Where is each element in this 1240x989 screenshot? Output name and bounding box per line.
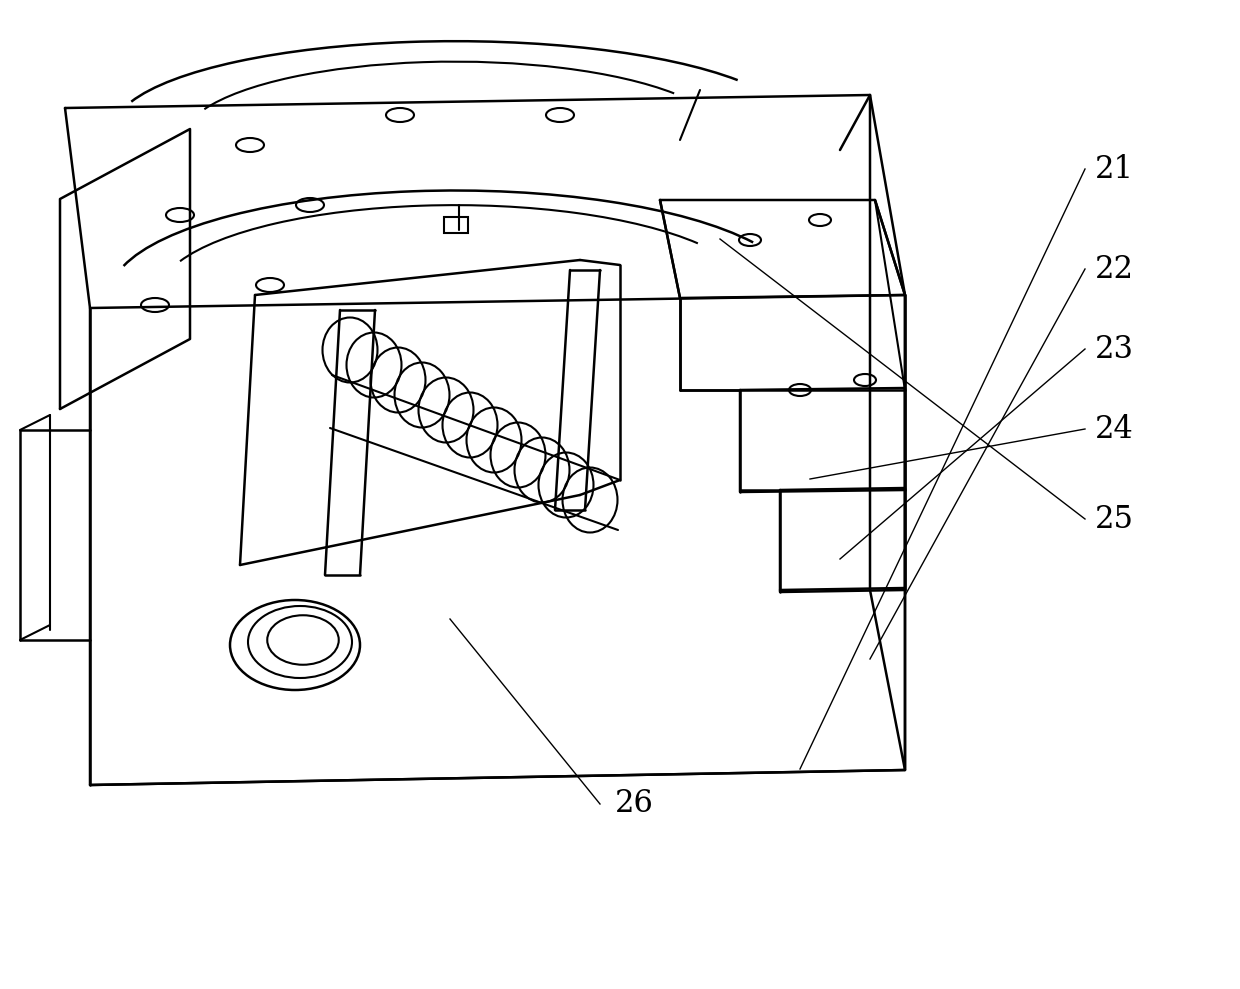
Text: 23: 23 <box>1095 333 1135 365</box>
Text: 26: 26 <box>615 788 653 820</box>
Text: 25: 25 <box>1095 503 1135 534</box>
Text: 22: 22 <box>1095 253 1135 285</box>
Text: 24: 24 <box>1095 413 1133 444</box>
Bar <box>444 217 467 233</box>
Text: 21: 21 <box>1095 153 1135 185</box>
